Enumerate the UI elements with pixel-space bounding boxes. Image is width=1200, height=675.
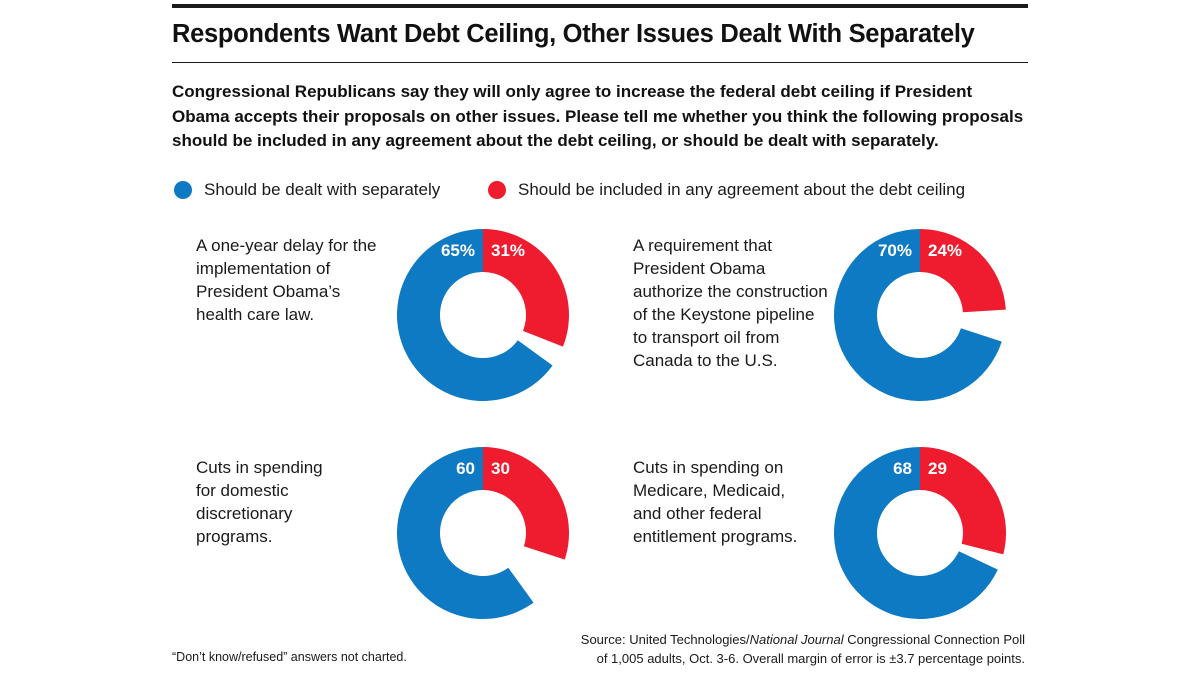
source-prefix: Source: United Technologies/: [580, 632, 750, 647]
data-label-included: 31%: [491, 241, 525, 260]
legend: Should be dealt with separately Should b…: [172, 180, 1032, 206]
top-rule: [172, 4, 1028, 8]
slice-included: [483, 447, 569, 560]
source: Source: United Technologies/National Jou…: [465, 630, 1025, 668]
donut-chart-health-care: 65% 31%: [396, 229, 569, 402]
data-label-separately: 65%: [441, 241, 475, 260]
donut-chart-discretionary: 60 30: [396, 447, 569, 619]
data-label-included: 29: [928, 459, 947, 478]
legend-swatch-separately: [174, 181, 192, 199]
legend-item-included: Should be included in any agreement abou…: [488, 180, 965, 200]
panel-label-keystone: A requirement that President Obama autho…: [633, 236, 828, 370]
survey-question: Congressional Republicans say they will …: [172, 82, 1024, 150]
source-publication: National Journal: [749, 632, 844, 647]
slice-separately: [834, 229, 1002, 401]
data-label-separately: 70%: [878, 241, 912, 260]
slice-separately: [834, 447, 998, 619]
slice-included: [483, 229, 569, 347]
slice-separately: [396, 447, 534, 619]
chart-title: Respondents Want Debt Ceiling, Other Iss…: [172, 20, 975, 48]
source-details: of 1,005 adults, Oct. 3-6. Overall margi…: [596, 651, 1025, 666]
source-suffix: Congressional Connection Poll: [843, 632, 1025, 647]
donut-chart-keystone: 70% 24%: [834, 229, 1006, 401]
panel-label-health-care: A one-year delay for the implementation …: [196, 236, 377, 324]
title-rule: [172, 62, 1028, 63]
data-label-included: 30: [491, 459, 510, 478]
data-label-included: 24%: [928, 241, 962, 260]
panel-label-entitlement: Cuts in spending on Medicare, Medicaid, …: [633, 458, 798, 546]
slice-included: [920, 447, 1006, 555]
data-label-separately: 68: [893, 459, 912, 478]
legend-label-separately: Should be dealt with separately: [204, 180, 441, 199]
note: “Don’t know/refused” answers not charted…: [172, 650, 407, 664]
data-label-separately: 60: [456, 459, 475, 478]
slice-included: [920, 229, 1006, 313]
panel-label-discretionary: Cuts in spending for domestic discretion…: [196, 458, 323, 546]
legend-label-included: Should be included in any agreement abou…: [518, 180, 966, 199]
legend-item-separately: Should be dealt with separately: [174, 180, 440, 200]
slice-separately: [396, 229, 553, 402]
legend-swatch-included: [488, 181, 506, 199]
donut-chart-entitlement: 68 29: [834, 447, 1006, 619]
